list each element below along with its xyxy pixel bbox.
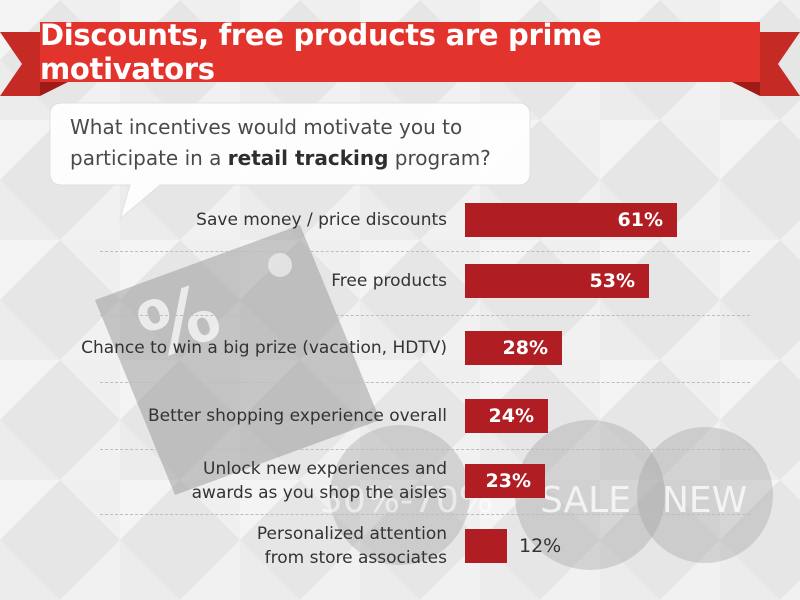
category-label-1: Free products (7, 269, 447, 293)
banner-title: Discounts, free products are prime motiv… (40, 18, 602, 86)
ribbon-right-tail (760, 32, 800, 96)
bar-value-label-2: 28% (502, 337, 548, 359)
category-label-line: Chance to win a big prize (vacation, HDT… (81, 338, 447, 358)
ribbon-banner: Discounts, free products are prime motiv… (0, 0, 800, 110)
bar-0 (465, 203, 677, 237)
ribbon-left-tail (0, 32, 40, 96)
category-label-line: Personalized attention (256, 524, 447, 544)
category-label-line: from store associates (264, 548, 447, 568)
question-part-2: program? (388, 146, 491, 170)
bar-4 (465, 464, 545, 498)
bar-3 (465, 399, 548, 433)
ribbon-right-fold (732, 82, 760, 96)
sale-badges: 50%-70% SALE NEW (320, 420, 773, 570)
row-divider (100, 514, 750, 515)
bubble-shape (49, 102, 531, 221)
bar-5 (465, 529, 507, 563)
row-divider (100, 315, 750, 316)
bar-value-label-0: 61% (617, 209, 663, 231)
category-label-line: Free products (331, 271, 447, 291)
bar-value-label-3: 24% (488, 405, 534, 427)
category-label-3: Better shopping experience overall (7, 404, 447, 428)
ribbon-shape (0, 22, 800, 96)
row-divider (100, 251, 750, 252)
category-label-0: Save money / price discounts (7, 208, 447, 232)
question-text: What incentives would motivate you to pa… (70, 112, 520, 174)
category-label-line: Unlock new experiences and (203, 459, 447, 479)
category-label-5: Personalized attention from store associa… (7, 522, 447, 570)
bar-2 (465, 331, 562, 365)
question-bold: retail tracking (227, 146, 389, 170)
question-bubble (0, 95, 540, 230)
category-label-4: Unlock new experiences and awards as you … (7, 457, 447, 505)
bar-value-label-5: 12% (519, 535, 562, 557)
ribbon-left-fold (40, 82, 68, 96)
question-part-1: What incentives would motivate you to pa… (70, 115, 463, 170)
category-label-line: Save money / price discounts (196, 210, 447, 230)
bar-value-label-1: 53% (589, 270, 635, 292)
ribbon-center (40, 22, 760, 82)
bar-1 (465, 264, 649, 298)
bar-value-label-4: 23% (485, 470, 531, 492)
price-tag-graphic: % (95, 225, 380, 495)
category-label-line: Better shopping experience overall (147, 406, 447, 426)
row-divider (100, 382, 750, 383)
row-divider (100, 449, 750, 450)
category-label-line: awards as you shop the aisles (191, 483, 447, 503)
category-label-2: Chance to win a big prize (vacation, HDT… (7, 336, 447, 360)
